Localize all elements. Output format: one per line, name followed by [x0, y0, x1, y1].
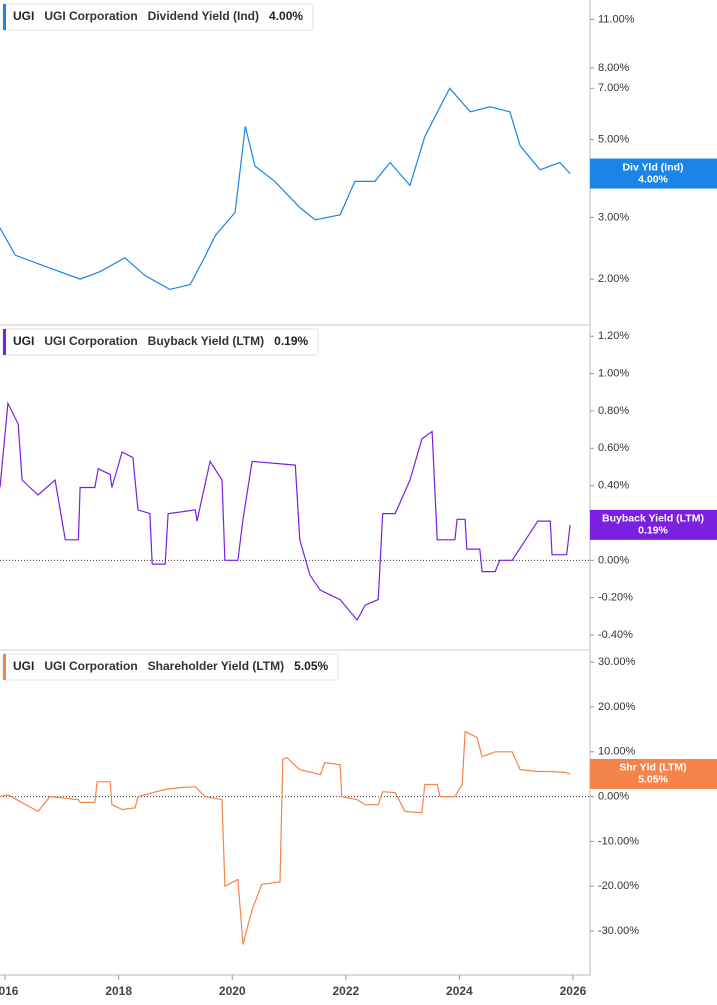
legend-swatch [3, 4, 6, 30]
y-tick-label: 0.00% [598, 554, 629, 566]
y-tick-label: 1.20% [598, 330, 629, 342]
value-badge [590, 158, 717, 189]
legend-swatch [3, 654, 6, 680]
y-tick-label: 1.00% [598, 367, 629, 379]
legend-company: UGI Corporation [44, 659, 137, 673]
y-tick-label: -0.20% [598, 592, 633, 604]
x-tick-label: 2022 [332, 984, 359, 998]
y-tick-label: -20.00% [598, 880, 639, 892]
y-tick-label: -10.00% [598, 835, 639, 847]
legend-series-value: 0.19% [274, 334, 308, 348]
y-tick-label: 0.60% [598, 442, 629, 454]
y-tick-label: 0.80% [598, 405, 629, 417]
y-tick-label: 0.00% [598, 790, 629, 802]
legend-header: UGI UGI Corporation Dividend Yield (Ind) 4.… [2, 3, 314, 31]
y-tick-label: 0.40% [598, 480, 629, 492]
legend-series-name: Buyback Yield (LTM) [148, 334, 264, 348]
legend-series-value: 5.05% [294, 659, 328, 673]
y-tick-label: 3.00% [598, 211, 629, 223]
badge-value: 5.05% [638, 774, 668, 786]
legend-ticker: UGI [13, 9, 34, 23]
legend-ticker: UGI [13, 659, 34, 673]
legend-series-name: Dividend Yield (Ind) [148, 9, 259, 23]
x-tick-label: 2026 [560, 984, 587, 998]
legend-series-name: Shareholder Yield (LTM) [148, 659, 284, 673]
x-tick-label: 2024 [446, 984, 473, 998]
series-line [0, 401, 571, 622]
badge-name: Div Yld (Ind) [622, 161, 683, 173]
legend-header: UGI UGI Corporation Shareholder Yield (LTM… [2, 653, 339, 681]
y-tick-label: 10.00% [598, 746, 636, 758]
y-tick-label: 7.00% [598, 82, 629, 94]
x-tick-label: 2016 [0, 984, 19, 998]
series-line [0, 87, 571, 291]
badge-name: Buyback Yield (LTM) [602, 513, 704, 525]
legend-swatch [3, 329, 6, 355]
y-tick-label: 30.00% [598, 656, 636, 668]
series-line [0, 730, 571, 945]
badge-value: 0.19% [638, 525, 668, 537]
y-tick-label: 8.00% [598, 62, 629, 74]
legend-series-value: 4.00% [269, 9, 303, 23]
legend-company: UGI Corporation [44, 334, 137, 348]
x-tick-label: 2018 [105, 984, 132, 998]
y-tick-label: 2.00% [598, 273, 629, 285]
y-tick-label: 11.00% [598, 13, 635, 25]
legend-header: UGI UGI Corporation Buyback Yield (LTM) 0.1… [2, 328, 319, 356]
value-badge [590, 758, 717, 789]
legend-company: UGI Corporation [44, 9, 137, 23]
legend-ticker: UGI [13, 334, 34, 348]
badge-value: 4.00% [638, 173, 668, 185]
value-badge [590, 509, 717, 540]
y-tick-label: 20.00% [598, 701, 636, 713]
x-tick-label: 2020 [219, 984, 246, 998]
y-tick-label: -30.00% [598, 925, 639, 937]
badge-name: Shr Yld (LTM) [619, 762, 686, 774]
y-tick-label: -0.40% [598, 629, 633, 641]
y-tick-label: 5.00% [598, 133, 629, 145]
